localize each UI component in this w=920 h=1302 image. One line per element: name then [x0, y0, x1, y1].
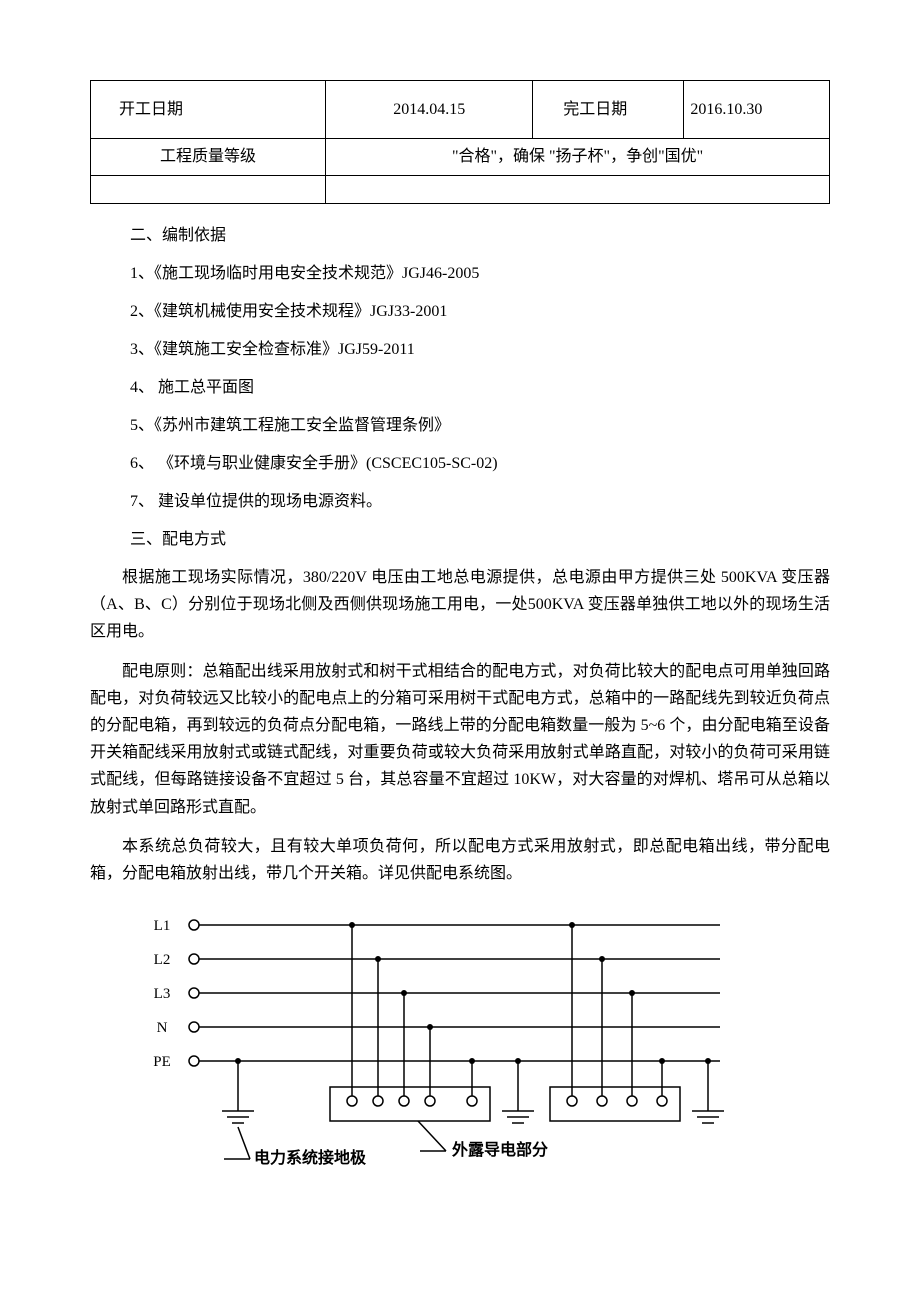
quality-label: 工程质量等级 [91, 139, 326, 176]
svg-text:外露导电部分: 外露导电部分 [451, 1140, 548, 1159]
wiring-diagram-svg: L1 L2 L3 N PE 电力系统接地极 外露导电部分 [120, 907, 750, 1187]
start-date-label: 开工日期 [91, 81, 326, 139]
section-heading-distribution: 三、配电方式 [130, 528, 830, 552]
svg-text:L2: L2 [154, 952, 171, 968]
paragraph-container: 根据施工现场实际情况，380/220V 电压由工地总电源提供，总电源由甲方提供三… [90, 564, 830, 887]
table-row [91, 176, 830, 204]
basis-list: 1、《施工现场临时用电安全技术规范》JGJ46-2005 2、《建筑机械使用安全技… [90, 262, 830, 514]
list-item: 1、《施工现场临时用电安全技术规范》JGJ46-2005 [130, 262, 830, 286]
end-date-label: 完工日期 [533, 81, 684, 139]
svg-text:N: N [157, 1020, 168, 1036]
svg-text:电力系统接地极: 电力系统接地极 [254, 1148, 367, 1167]
list-item: 4、 施工总平面图 [130, 376, 830, 400]
svg-text:L1: L1 [154, 918, 171, 934]
list-item: 2、《建筑机械使用安全技术规程》JGJ33-2001 [130, 300, 830, 324]
table-row: 工程质量等级 "合格"，确保 "扬子杯"，争创"国优" [91, 139, 830, 176]
svg-text:L3: L3 [154, 986, 171, 1002]
svg-text:PE: PE [153, 1054, 171, 1070]
wiring-diagram: L1 L2 L3 N PE 电力系统接地极 外露导电部分 [120, 907, 830, 1187]
paragraph: 配电原则：总箱配出线采用放射式和树干式相结合的配电方式，对负荷比较大的配电点可用… [90, 658, 830, 821]
list-item: 5、《苏州市建筑工程施工安全监督管理条例》 [130, 414, 830, 438]
end-date-value: 2016.10.30 [684, 81, 830, 139]
quality-value: "合格"，确保 "扬子杯"，争创"国优" [326, 139, 830, 176]
paragraph: 本系统总负荷较大，且有较大单项负荷何，所以配电方式采用放射式，即总配电箱出线，带… [90, 833, 830, 887]
start-date-value: 2014.04.15 [326, 81, 533, 139]
paragraph: 根据施工现场实际情况，380/220V 电压由工地总电源提供，总电源由甲方提供三… [90, 564, 830, 646]
list-item: 3、《建筑施工安全检查标准》JGJ59-2011 [130, 338, 830, 362]
empty-cell [326, 176, 830, 204]
table-row: 开工日期 2014.04.15 完工日期 2016.10.30 [91, 81, 830, 139]
section-heading-basis: 二、编制依据 [130, 224, 830, 248]
list-item: 7、 建设单位提供的现场电源资料。 [130, 490, 830, 514]
project-info-table: 开工日期 2014.04.15 完工日期 2016.10.30 工程质量等级 "… [90, 80, 830, 204]
list-item: 6、 《环境与职业健康安全手册》(CSCEC105-SC-02) [130, 452, 830, 476]
empty-cell [91, 176, 326, 204]
